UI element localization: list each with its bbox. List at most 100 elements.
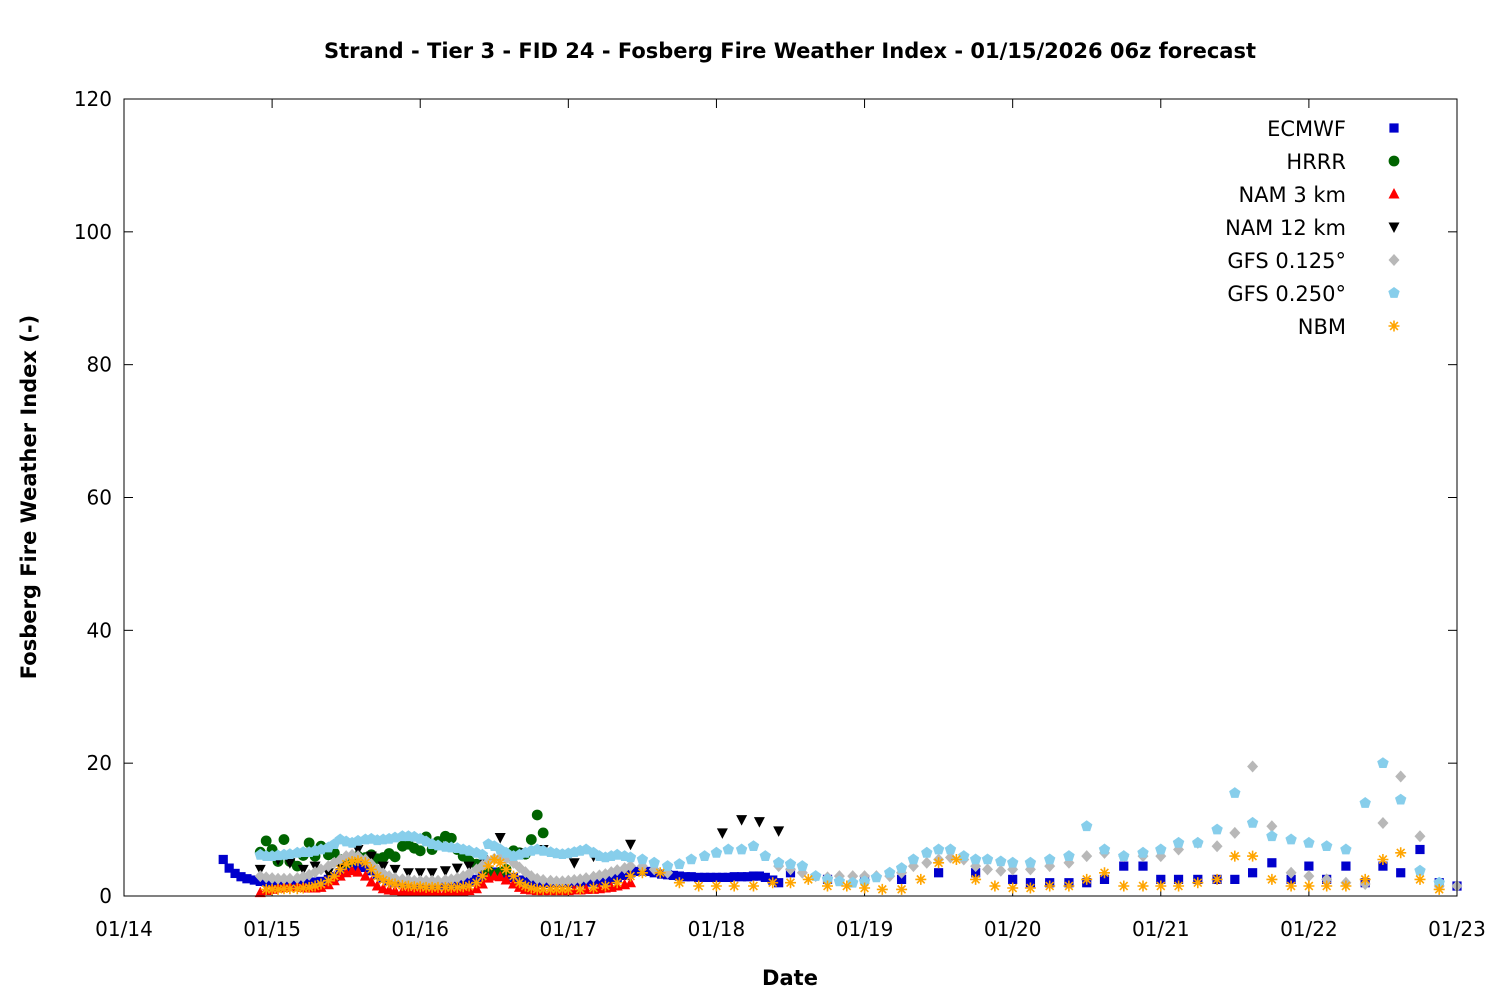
point-nam-12-km bbox=[463, 861, 475, 873]
point-nbm bbox=[1173, 880, 1185, 892]
point-nam-3-km bbox=[352, 866, 364, 877]
point-nbm bbox=[537, 883, 549, 895]
x-tick-label: 01/21 bbox=[1132, 917, 1190, 941]
point-nbm bbox=[377, 874, 389, 886]
point-gfs-0-125 bbox=[944, 851, 956, 864]
point-nbm bbox=[1155, 880, 1167, 892]
point-nam-12-km bbox=[439, 866, 451, 877]
point-nbm bbox=[545, 883, 557, 895]
point-nbm bbox=[476, 870, 488, 882]
point-ecmwf bbox=[631, 866, 642, 877]
point-nbm bbox=[1118, 880, 1130, 892]
point-gfs-0-250 bbox=[1414, 864, 1426, 876]
legend-label-nam-12-km: NAM 12 km bbox=[1225, 216, 1346, 240]
point-nbm bbox=[1211, 873, 1223, 885]
point-gfs-0-250 bbox=[673, 858, 686, 869]
point-gfs-0-250 bbox=[1192, 836, 1204, 848]
point-ecmwf bbox=[1156, 874, 1166, 884]
point-nbm bbox=[802, 873, 814, 885]
point-hrrr bbox=[525, 834, 537, 845]
point-nbm bbox=[1340, 880, 1352, 892]
y-tick-label: 100 bbox=[74, 220, 112, 244]
point-gfs-0-125 bbox=[1081, 850, 1093, 863]
legend-label-nbm: NBM bbox=[1298, 315, 1346, 339]
point-nam-3-km bbox=[580, 883, 592, 894]
point-nbm bbox=[574, 883, 586, 895]
point-nbm bbox=[396, 879, 408, 891]
point-nbm bbox=[876, 883, 888, 895]
point-nbm bbox=[1229, 850, 1241, 862]
point-gfs-0-250 bbox=[636, 853, 649, 865]
point-ecmwf bbox=[1173, 874, 1184, 884]
point-gfs-0-250 bbox=[784, 858, 797, 869]
plot-frame bbox=[123, 98, 1458, 897]
point-gfs-0-250 bbox=[1063, 850, 1075, 861]
point-gfs-0-250 bbox=[995, 855, 1007, 867]
point-gfs-0-125 bbox=[580, 872, 592, 885]
point-gfs-0-250 bbox=[759, 850, 771, 861]
point-ecmwf bbox=[1138, 861, 1148, 871]
point-nbm bbox=[710, 880, 722, 892]
point-gfs-0-125 bbox=[1285, 866, 1297, 879]
point-nbm bbox=[728, 880, 740, 892]
point-gfs-0-250 bbox=[921, 846, 933, 858]
point-nbm bbox=[1395, 847, 1407, 859]
point-nbm bbox=[303, 881, 315, 893]
point-nbm bbox=[933, 857, 945, 869]
point-nbm bbox=[272, 883, 284, 895]
point-nam-12-km bbox=[365, 851, 377, 863]
y-tick-label: 80 bbox=[87, 353, 112, 377]
chart-title: Strand - Tier 3 - FID 24 - Fosberg Fire … bbox=[324, 39, 1256, 63]
point-nam-3-km bbox=[359, 870, 371, 881]
point-gfs-0-125 bbox=[1395, 770, 1407, 783]
point-nbm bbox=[1099, 867, 1110, 879]
point-nam-3-km bbox=[334, 870, 346, 881]
point-gfs-0-250 bbox=[735, 843, 748, 855]
point-gfs-0-250 bbox=[884, 866, 896, 878]
point-gfs-0-250 bbox=[722, 843, 734, 855]
series-gfs-0-125 bbox=[254, 760, 1463, 893]
point-nbm bbox=[346, 856, 358, 867]
point-ecmwf bbox=[242, 874, 252, 884]
point-ecmwf bbox=[711, 872, 722, 883]
point-nbm bbox=[514, 877, 525, 889]
point-nam-12-km bbox=[494, 833, 506, 844]
point-nbm bbox=[500, 863, 512, 875]
point-nbm bbox=[420, 881, 432, 893]
point-ecmwf bbox=[218, 854, 228, 865]
point-nbm bbox=[1377, 854, 1389, 865]
point-ecmwf bbox=[934, 868, 944, 878]
point-nbm bbox=[322, 875, 334, 887]
point-nbm bbox=[915, 873, 927, 885]
point-gfs-0-125 bbox=[921, 856, 933, 869]
point-ecmwf bbox=[1286, 874, 1296, 884]
point-hrrr bbox=[531, 809, 543, 821]
x-tick-label: 01/19 bbox=[836, 917, 894, 941]
point-gfs-0-125 bbox=[537, 874, 549, 887]
point-gfs-0-125 bbox=[550, 875, 562, 888]
point-gfs-0-125 bbox=[1266, 820, 1278, 833]
point-nam-12-km bbox=[377, 861, 389, 873]
point-gfs-0-250 bbox=[1266, 830, 1278, 842]
point-nbm bbox=[588, 882, 599, 894]
point-ecmwf bbox=[224, 863, 234, 873]
point-nbm bbox=[414, 881, 426, 893]
point-nbm bbox=[297, 882, 309, 894]
point-nbm bbox=[1081, 873, 1093, 885]
point-nbm bbox=[463, 880, 475, 892]
point-ecmwf bbox=[1099, 874, 1110, 884]
point-gfs-0-125 bbox=[1211, 840, 1223, 853]
point-nbm bbox=[950, 854, 962, 865]
point-gfs-0-250 bbox=[685, 853, 697, 865]
point-gfs-0-250 bbox=[1321, 840, 1333, 851]
point-nbm bbox=[352, 855, 364, 867]
point-nbm bbox=[260, 883, 272, 895]
point-gfs-0-250 bbox=[1303, 836, 1315, 848]
point-ecmwf bbox=[723, 872, 733, 883]
point-gfs-0-250 bbox=[944, 843, 957, 855]
point-nbm bbox=[551, 883, 562, 895]
point-gfs-0-250 bbox=[981, 853, 994, 865]
point-hrrr bbox=[414, 845, 426, 857]
point-nam-12-km bbox=[736, 815, 748, 826]
